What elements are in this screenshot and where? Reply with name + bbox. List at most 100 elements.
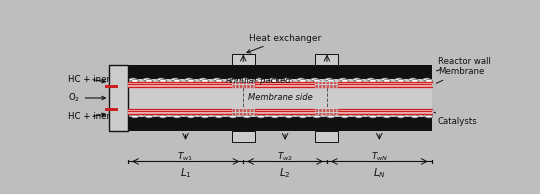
Text: Membrane side: Membrane side — [247, 94, 312, 102]
Text: $T_{w1}$: $T_{w1}$ — [178, 151, 194, 164]
Circle shape — [241, 113, 249, 116]
Circle shape — [355, 115, 363, 118]
Circle shape — [409, 78, 417, 81]
Circle shape — [367, 78, 375, 81]
Circle shape — [369, 80, 377, 82]
Bar — [232, 108, 255, 115]
Circle shape — [297, 113, 305, 116]
Text: $T_{wN}$: $T_{wN}$ — [370, 151, 388, 164]
Circle shape — [159, 80, 167, 82]
Circle shape — [129, 113, 137, 116]
Circle shape — [173, 115, 181, 118]
Circle shape — [143, 113, 151, 116]
Circle shape — [131, 80, 139, 82]
Circle shape — [173, 80, 181, 82]
Circle shape — [213, 78, 221, 81]
Circle shape — [145, 115, 153, 118]
Circle shape — [269, 78, 277, 81]
Bar — [232, 81, 255, 88]
Circle shape — [215, 115, 223, 118]
Circle shape — [395, 113, 403, 116]
Text: $L_2$: $L_2$ — [279, 167, 291, 180]
Circle shape — [339, 78, 347, 81]
Circle shape — [341, 80, 349, 82]
Circle shape — [213, 113, 221, 116]
Circle shape — [325, 113, 333, 116]
Bar — [128, 117, 431, 131]
Text: Heat exchanger: Heat exchanger — [247, 34, 321, 53]
Bar — [232, 131, 255, 142]
Text: Annular packed: Annular packed — [226, 76, 292, 85]
Circle shape — [201, 115, 209, 118]
Circle shape — [383, 115, 391, 118]
Circle shape — [129, 78, 137, 81]
Circle shape — [383, 80, 391, 82]
Text: HC + inert: HC + inert — [68, 75, 113, 84]
Bar — [105, 85, 118, 88]
Circle shape — [299, 80, 307, 82]
Circle shape — [171, 113, 179, 116]
Circle shape — [199, 113, 207, 116]
Circle shape — [159, 115, 167, 118]
Circle shape — [425, 80, 433, 82]
Circle shape — [327, 115, 335, 118]
Text: $L_N$: $L_N$ — [373, 167, 386, 180]
Circle shape — [131, 115, 139, 118]
Circle shape — [397, 80, 405, 82]
Bar — [128, 84, 431, 85]
Circle shape — [145, 80, 153, 82]
Circle shape — [299, 115, 307, 118]
Circle shape — [311, 113, 319, 116]
Circle shape — [243, 80, 251, 82]
Circle shape — [313, 80, 321, 82]
Circle shape — [229, 115, 237, 118]
Circle shape — [313, 115, 321, 118]
Text: Catalysts: Catalysts — [434, 112, 477, 126]
Circle shape — [423, 78, 431, 81]
Bar — [128, 79, 431, 117]
Circle shape — [411, 80, 419, 82]
Circle shape — [187, 80, 195, 82]
Circle shape — [187, 115, 195, 118]
Circle shape — [411, 115, 419, 118]
Circle shape — [201, 80, 209, 82]
Circle shape — [269, 113, 277, 116]
Circle shape — [243, 115, 251, 118]
Circle shape — [339, 113, 347, 116]
Circle shape — [285, 80, 293, 82]
Bar — [128, 65, 431, 79]
Circle shape — [409, 113, 417, 116]
Text: $T_{w2}$: $T_{w2}$ — [277, 151, 293, 164]
Text: Reactor wall: Reactor wall — [436, 57, 491, 71]
Circle shape — [423, 113, 431, 116]
Circle shape — [283, 113, 291, 116]
Circle shape — [283, 78, 291, 81]
Bar — [315, 54, 339, 65]
Circle shape — [227, 78, 235, 81]
Circle shape — [311, 78, 319, 81]
Circle shape — [143, 78, 151, 81]
Circle shape — [229, 80, 237, 82]
Circle shape — [271, 80, 279, 82]
Circle shape — [353, 78, 361, 81]
Circle shape — [369, 115, 377, 118]
Circle shape — [185, 78, 193, 81]
Bar — [128, 111, 431, 112]
Text: $L_1$: $L_1$ — [180, 167, 192, 180]
Circle shape — [341, 115, 349, 118]
Circle shape — [157, 78, 165, 81]
Circle shape — [397, 115, 405, 118]
Bar — [315, 81, 339, 88]
Circle shape — [257, 80, 265, 82]
Text: O$_2$: O$_2$ — [68, 92, 105, 104]
Circle shape — [285, 115, 293, 118]
Circle shape — [199, 78, 207, 81]
Bar — [315, 131, 339, 142]
Circle shape — [425, 115, 433, 118]
Text: Membrane: Membrane — [436, 67, 484, 83]
Circle shape — [227, 113, 235, 116]
Circle shape — [325, 78, 333, 81]
Circle shape — [255, 113, 263, 116]
Circle shape — [395, 78, 403, 81]
Circle shape — [157, 113, 165, 116]
